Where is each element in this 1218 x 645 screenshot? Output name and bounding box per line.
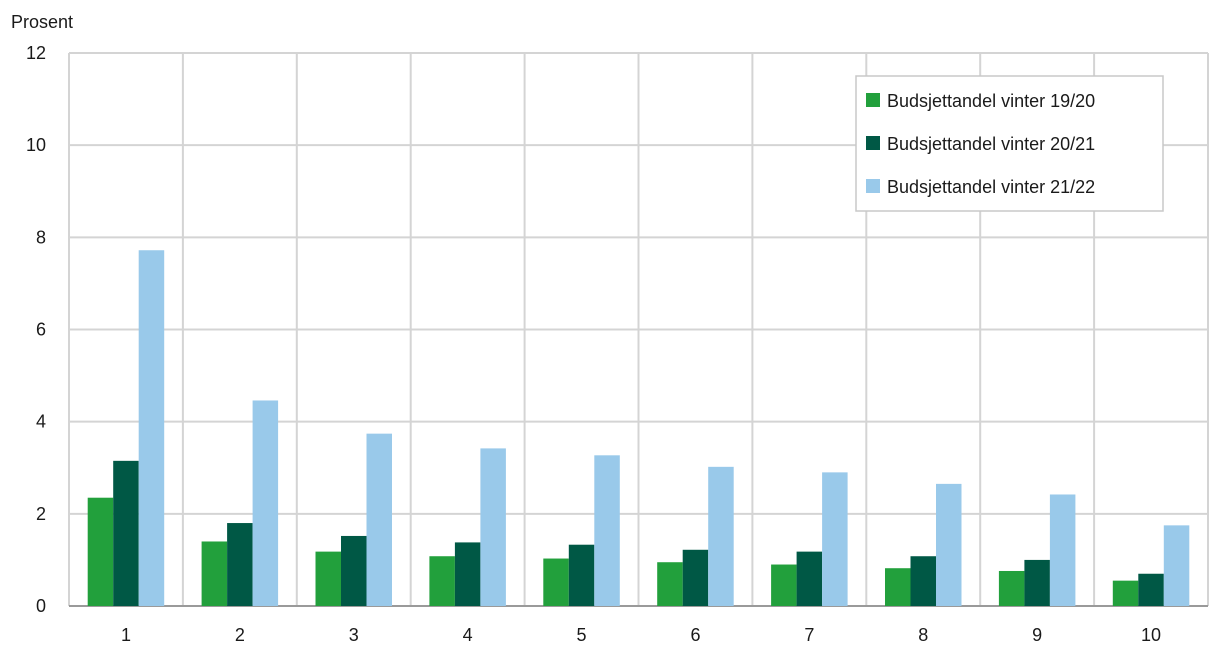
bar-series-2-cat-10: [1138, 573, 1164, 606]
bar-series-1-cat-7: [771, 564, 797, 606]
legend-swatch: [866, 179, 880, 193]
x-tick-label: 1: [121, 625, 131, 645]
y-tick-label: 12: [26, 43, 46, 63]
legend-box: [855, 75, 1164, 212]
bar-series-3-cat-4: [480, 448, 506, 606]
x-tick-label: 4: [463, 625, 473, 645]
grid: [68, 52, 1209, 607]
bar-series-2-cat-6: [682, 549, 709, 606]
bar-series-3-cat-10: [1163, 525, 1190, 606]
x-tick-label: 10: [1141, 625, 1161, 645]
x-tick-label: 3: [349, 625, 359, 645]
bar-series-2-cat-8: [910, 556, 936, 606]
bar-series-1-cat-4: [429, 556, 455, 606]
x-tick-label: 6: [690, 625, 700, 645]
bar-series-2-cat-4: [454, 542, 481, 606]
x-tick-label: 2: [235, 625, 245, 645]
bar-series-1-cat-9: [998, 570, 1025, 606]
y-tick-label: 6: [36, 320, 46, 340]
bar-series-2-cat-9: [1024, 559, 1050, 606]
bar-series-1-cat-10: [1112, 580, 1139, 606]
bar-series-3-cat-8: [936, 483, 962, 606]
bar-series-2-cat-1: [113, 460, 139, 606]
bar-series-3-cat-1: [138, 250, 165, 606]
bar-series-2-cat-5: [568, 544, 595, 606]
bar-series-1-cat-8: [885, 568, 911, 606]
bar-series-3-cat-3: [366, 433, 392, 606]
bar-series-1-cat-1: [87, 497, 114, 606]
bar-series-2-cat-2: [227, 523, 253, 606]
bar-series-2-cat-7: [796, 551, 823, 606]
y-tick-label: 8: [36, 227, 46, 247]
bar-series-3-cat-7: [822, 472, 848, 606]
bar-series-1-cat-3: [315, 551, 341, 606]
bar-series-3-cat-2: [252, 400, 279, 606]
x-tick-label: 5: [577, 625, 587, 645]
x-tick-label: 8: [918, 625, 928, 645]
bar-series-3-cat-9: [1049, 494, 1076, 606]
bar-series-2-cat-3: [341, 535, 367, 606]
y-tick-label: 10: [26, 135, 46, 155]
bar-series-1-cat-6: [657, 562, 683, 606]
y-tick-label: 0: [36, 596, 46, 616]
y-tick-label: 4: [36, 412, 46, 432]
legend-label: Budsjettandel vinter 19/20: [887, 91, 1095, 111]
y-axis-ticks: 0 2 4 6 8 10 12: [26, 43, 46, 616]
bars: [87, 250, 1190, 606]
legend: Budsjettandel vinter 19/20 Budsjettandel …: [855, 75, 1164, 212]
bar-series-3-cat-6: [708, 466, 734, 606]
y-tick-label: 2: [36, 504, 46, 524]
legend-swatch: [866, 136, 880, 150]
legend-label: Budsjettandel vinter 21/22: [887, 177, 1095, 197]
y-axis-label: Prosent: [11, 12, 73, 32]
x-tick-label: 9: [1032, 625, 1042, 645]
bar-series-1-cat-2: [201, 541, 228, 606]
x-axis-ticks: 1 2 3 4 5 6 7 8 9 10: [121, 625, 1161, 645]
x-tick-label: 7: [804, 625, 814, 645]
legend-swatch: [866, 93, 880, 107]
bar-series-1-cat-5: [543, 558, 569, 606]
legend-label: Budsjettandel vinter 20/21: [887, 134, 1095, 154]
bar-series-3-cat-5: [594, 455, 620, 606]
